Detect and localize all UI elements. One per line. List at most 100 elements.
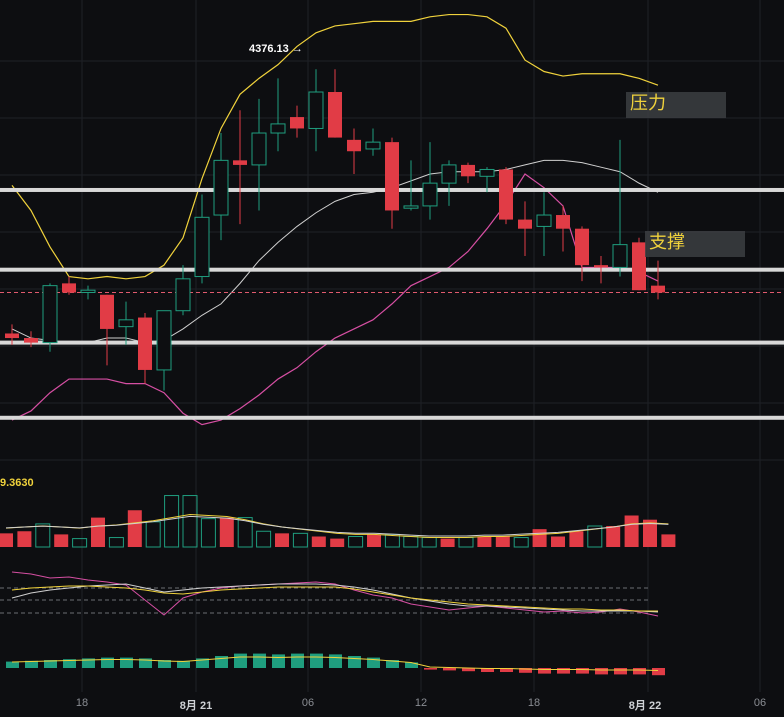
x-tick-label: 18 xyxy=(75,697,89,709)
volume-bar xyxy=(182,495,198,548)
bollinger-bands xyxy=(11,13,659,426)
price-line xyxy=(0,415,784,420)
macd-bar xyxy=(120,657,133,668)
volume-bar xyxy=(145,521,161,548)
volume-bar xyxy=(367,534,381,547)
macd-bar xyxy=(101,657,114,668)
volume-ma2-line xyxy=(5,515,669,537)
resistance-label: 压力 xyxy=(626,92,726,118)
macd-bar xyxy=(633,668,646,675)
macd-bar xyxy=(272,654,285,668)
macd-bar xyxy=(6,661,19,668)
volume-bar xyxy=(91,517,105,547)
candle-body xyxy=(251,132,267,166)
candle-body xyxy=(518,219,532,229)
x-tick-label: 06 xyxy=(753,697,767,709)
volume-panel xyxy=(0,495,676,548)
candle-body xyxy=(651,285,665,293)
candle-body xyxy=(175,278,191,312)
volume-bar xyxy=(256,530,272,548)
boll-mid-line xyxy=(11,159,659,344)
candle-body xyxy=(632,242,646,291)
volume-bar xyxy=(551,536,565,547)
macd-bar xyxy=(652,668,665,676)
candle-body xyxy=(194,216,210,278)
x-tick-label: 06 xyxy=(301,697,315,709)
osc-d-line xyxy=(11,583,659,613)
macd-bar xyxy=(329,654,342,668)
candle-body xyxy=(499,169,513,220)
volume-bar xyxy=(458,537,474,548)
volume-bar xyxy=(477,536,492,547)
x-tick-label: 8月 22 xyxy=(628,700,662,712)
macd-bar xyxy=(367,657,380,668)
macd-bar xyxy=(462,668,475,672)
macd-bar xyxy=(25,660,38,668)
candle-body xyxy=(308,91,324,129)
volume-bar xyxy=(384,533,400,548)
macd-bar xyxy=(614,668,627,675)
macd-bar xyxy=(44,660,57,668)
volume-bar xyxy=(532,529,547,547)
volume-readout: 9.3630 xyxy=(0,477,34,489)
macd-bar xyxy=(424,668,437,670)
volume-bar xyxy=(164,495,180,548)
macd-bar xyxy=(557,668,570,674)
candles xyxy=(5,69,665,391)
macd-bar xyxy=(177,660,190,668)
candle-body xyxy=(575,228,589,266)
macd-bar xyxy=(386,660,399,668)
volume-bar xyxy=(54,534,69,547)
support-label: 支撑 xyxy=(645,231,745,257)
candle-body xyxy=(62,283,76,293)
volume-bar xyxy=(219,517,234,547)
macd-bar xyxy=(234,653,247,668)
macd-bar xyxy=(196,658,209,668)
macd-bar xyxy=(82,658,95,668)
candle-body xyxy=(461,164,475,177)
volume-bar xyxy=(606,526,621,547)
volume-bar xyxy=(17,531,32,547)
candle-body xyxy=(42,285,58,344)
oscillator-panel xyxy=(0,571,659,617)
price-line xyxy=(0,340,784,345)
candle-body xyxy=(80,289,96,293)
candle-body xyxy=(156,310,172,371)
volume-bar xyxy=(108,537,124,548)
candle-body xyxy=(233,160,247,165)
macd-bar xyxy=(519,668,532,673)
volume-bar xyxy=(661,534,676,547)
volume-bar xyxy=(569,531,584,547)
candle-body xyxy=(118,319,134,328)
macd-line xyxy=(11,656,659,671)
candle-body xyxy=(138,317,152,370)
candle-body xyxy=(290,117,304,129)
volume-bar xyxy=(587,525,603,548)
candle-body xyxy=(100,294,114,329)
boll-lower-line xyxy=(11,173,659,426)
volume-bar xyxy=(0,533,13,547)
volume-bar xyxy=(330,538,345,547)
candle-body xyxy=(479,168,495,177)
macd-bar xyxy=(500,668,513,672)
candle-body xyxy=(5,333,19,339)
volume-bar xyxy=(421,537,437,548)
volume-bar xyxy=(311,536,326,547)
volume-bar xyxy=(624,515,639,547)
highest-price-label: 4376.13 → xyxy=(249,43,303,55)
candle-body xyxy=(213,159,229,216)
volume-bar xyxy=(495,536,510,547)
candle-body xyxy=(365,141,381,150)
x-tick-label: 18 xyxy=(527,697,541,709)
volume-bar xyxy=(643,519,657,547)
macd-bar xyxy=(310,653,323,668)
candle-body xyxy=(441,164,457,184)
candle-body xyxy=(403,205,419,209)
volume-bar xyxy=(440,538,455,547)
candle-body xyxy=(24,338,38,343)
candle-body xyxy=(422,182,438,207)
candle-body xyxy=(536,214,552,227)
macd-bar xyxy=(291,653,304,668)
volume-bar xyxy=(127,510,142,547)
macd-bar xyxy=(253,653,266,668)
